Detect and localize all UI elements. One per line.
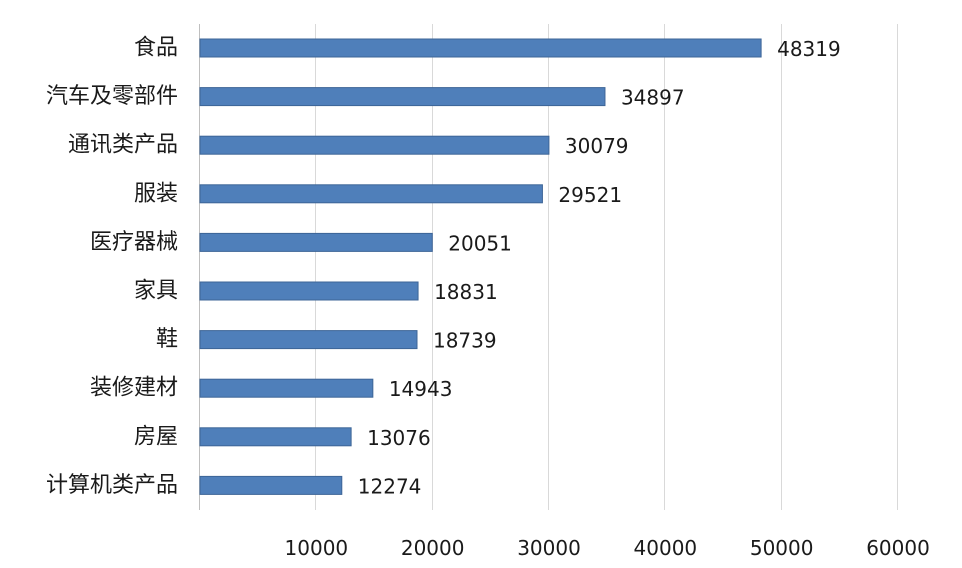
category-label: 服装	[134, 181, 178, 206]
x-tick-label: 30000	[517, 536, 581, 560]
bar-3	[199, 184, 543, 204]
value-label: 13076	[367, 426, 431, 450]
bar-8	[199, 427, 352, 447]
x-tick-label: 20000	[401, 536, 465, 560]
value-label: 20051	[448, 231, 512, 255]
value-label: 12274	[358, 474, 422, 498]
category-label: 鞋	[156, 327, 178, 352]
bar-2	[199, 135, 550, 155]
bar-5	[199, 281, 419, 301]
x-tick-label: 60000	[866, 536, 930, 560]
value-label: 18739	[433, 329, 497, 353]
x-axis-tick-labels: 10000 20000 30000 40000 50000 60000	[285, 536, 930, 560]
category-label: 通讯类产品	[68, 133, 178, 158]
value-label: 18831	[434, 280, 498, 304]
category-label: 食品	[134, 36, 178, 61]
bar-9	[199, 475, 343, 495]
bar-6	[199, 330, 418, 350]
value-label: 14943	[389, 377, 453, 401]
bar-7	[199, 378, 374, 398]
x-tick-label: 50000	[750, 536, 814, 560]
value-label: 34897	[621, 86, 685, 110]
value-label: 30079	[565, 134, 629, 158]
category-label: 房屋	[134, 424, 178, 449]
x-tick-label: 40000	[634, 536, 698, 560]
category-label: 计算机类产品	[46, 473, 178, 498]
bar-4	[199, 232, 433, 252]
category-label: 汽车及零部件	[46, 84, 178, 109]
bar-0	[199, 38, 762, 58]
value-labels: 48319 34897 30079 29521 20051 18831 18739 14943…	[358, 37, 841, 498]
bar-1	[199, 87, 606, 107]
category-label: 家具	[134, 279, 178, 304]
value-label: 29521	[558, 183, 622, 207]
category-label: 医疗器械	[90, 230, 178, 255]
bars	[199, 38, 762, 495]
value-label: 48319	[777, 37, 841, 61]
category-label: 装修建材	[90, 376, 178, 401]
x-tick-label: 10000	[285, 536, 349, 560]
